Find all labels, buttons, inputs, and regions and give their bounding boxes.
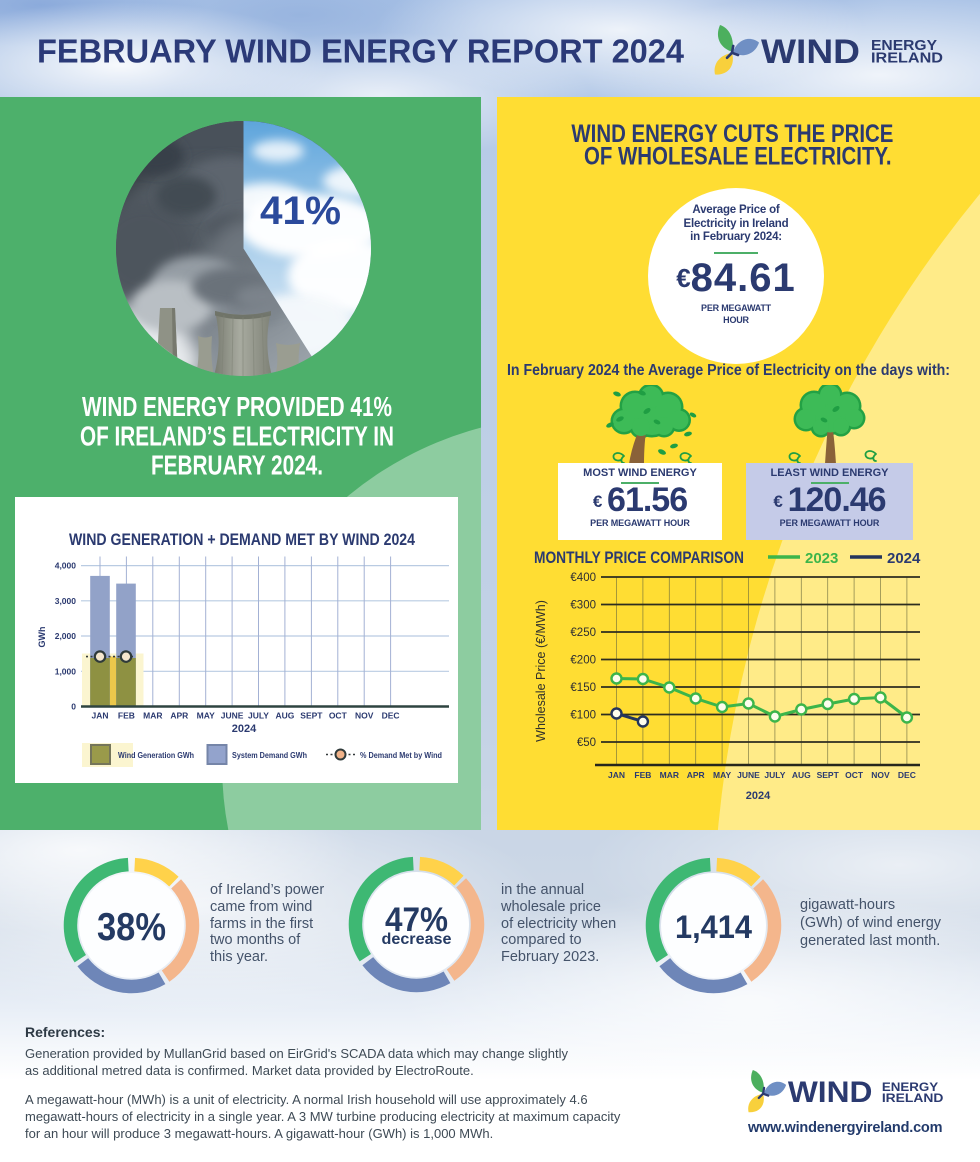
- svg-text:WIND GENERATION + DEMAND MET B: WIND GENERATION + DEMAND MET BY WIND 202…: [69, 530, 415, 549]
- svg-text:WIND: WIND: [788, 1076, 873, 1109]
- svg-text:JAN: JAN: [91, 711, 108, 721]
- svg-text:3,000: 3,000: [55, 596, 77, 606]
- svg-text:€100: €100: [570, 710, 596, 722]
- svg-text:€250: €250: [570, 627, 596, 639]
- svg-text:€200: €200: [570, 655, 596, 667]
- svg-text:OCT: OCT: [329, 711, 348, 721]
- svg-text:WIND: WIND: [761, 33, 860, 71]
- svg-text:JULY: JULY: [248, 711, 269, 721]
- svg-text:WIND ENERGY PROVIDED 41%: WIND ENERGY PROVIDED 41%: [82, 391, 392, 422]
- svg-text:System Demand GWh: System Demand GWh: [232, 750, 307, 760]
- svg-text:In February 2024 the Average P: In February 2024 the Average Price of El…: [507, 362, 950, 379]
- svg-text:2,000: 2,000: [55, 631, 77, 641]
- svg-text:GWh: GWh: [37, 627, 47, 648]
- svg-text:2024: 2024: [232, 723, 257, 735]
- svg-text:MAY: MAY: [713, 770, 731, 780]
- svg-text:Wind Generation GWh: Wind Generation GWh: [118, 750, 194, 760]
- svg-text:DEC: DEC: [382, 711, 400, 721]
- svg-text:4,000: 4,000: [55, 561, 77, 571]
- svg-text:WIND ENERGY CUTS THE PRICE: WIND ENERGY CUTS THE PRICE: [571, 120, 893, 148]
- svg-text:JAN: JAN: [608, 770, 625, 780]
- svg-text:€150: €150: [570, 682, 596, 694]
- svg-text:OF IRELAND’S ELECTRICITY IN: OF IRELAND’S ELECTRICITY IN: [80, 420, 394, 451]
- svg-text:JULY: JULY: [764, 770, 785, 780]
- svg-text:MONTHLY PRICE COMPARISON: MONTHLY PRICE COMPARISON: [534, 549, 744, 567]
- svg-text:DEC: DEC: [898, 770, 916, 780]
- svg-text:JUNE: JUNE: [737, 770, 760, 780]
- svg-text:0: 0: [71, 702, 76, 712]
- svg-text:APR: APR: [170, 711, 188, 721]
- svg-text:OF WHOLESALE ELECTRICITY.: OF WHOLESALE ELECTRICITY.: [584, 143, 892, 171]
- svg-text:decrease: decrease: [382, 931, 452, 948]
- svg-text:FEB: FEB: [634, 770, 651, 780]
- svg-text:% Demand Met by Wind: % Demand Met by Wind: [360, 750, 442, 760]
- svg-text:OCT: OCT: [845, 770, 864, 780]
- svg-text:NOV: NOV: [871, 770, 890, 780]
- svg-text:MAR: MAR: [660, 770, 679, 780]
- svg-text:41%: 41%: [260, 189, 341, 233]
- svg-text:APR: APR: [687, 770, 705, 780]
- svg-text:FEBRUARY WIND ENERGY REPORT 20: FEBRUARY WIND ENERGY REPORT 2024: [37, 32, 685, 69]
- svg-text:€50: €50: [577, 737, 596, 749]
- svg-text:FEBRUARY 2024.: FEBRUARY 2024.: [151, 450, 323, 481]
- svg-text:MAY: MAY: [197, 711, 215, 721]
- svg-text:NOV: NOV: [355, 711, 374, 721]
- svg-text:Wholesale Price (€/MWh): Wholesale Price (€/MWh): [534, 600, 548, 742]
- svg-text:FEB: FEB: [118, 711, 135, 721]
- svg-text:MAR: MAR: [143, 711, 162, 721]
- svg-text:2024: 2024: [887, 550, 921, 567]
- svg-text:2023: 2023: [805, 550, 838, 567]
- svg-text:AUG: AUG: [792, 770, 811, 780]
- svg-text:1,000: 1,000: [55, 666, 77, 676]
- svg-text:47%: 47%: [385, 901, 448, 939]
- svg-text:2024: 2024: [746, 790, 771, 802]
- svg-text:ENERGY: ENERGY: [871, 38, 937, 54]
- svg-text:IRELAND: IRELAND: [882, 1091, 944, 1105]
- svg-text:SEPT: SEPT: [817, 770, 840, 780]
- svg-text:JUNE: JUNE: [221, 711, 244, 721]
- svg-text:IRELAND: IRELAND: [871, 51, 943, 67]
- svg-text:€400: €400: [570, 572, 596, 584]
- svg-text:ENERGY: ENERGY: [882, 1080, 939, 1094]
- svg-text:38%: 38%: [97, 906, 166, 949]
- svg-text:AUG: AUG: [275, 711, 294, 721]
- svg-text:€300: €300: [570, 600, 596, 612]
- svg-text:1,414: 1,414: [675, 909, 752, 945]
- svg-text:SEPT: SEPT: [300, 711, 323, 721]
